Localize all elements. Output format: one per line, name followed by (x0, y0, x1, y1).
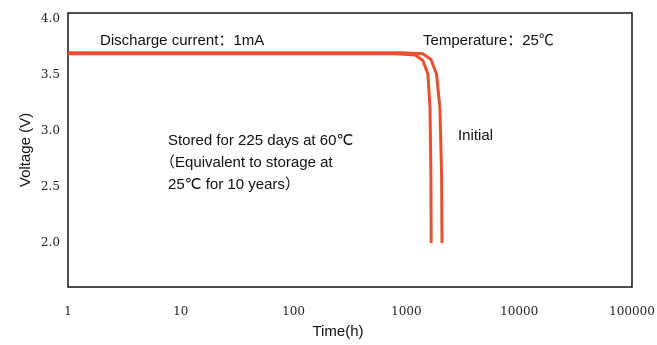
x-tick-label-4: 10000 (500, 304, 538, 318)
annotation-initial: Initial (458, 127, 493, 144)
x-tick-label-2: 100 (282, 304, 305, 318)
annotation-stored-line3: 25℃ for 10 years） (168, 176, 300, 193)
tick-labels: 1 10 100 1000 10000 100000 4.0 3.5 3.0 2.5 2.0 (41, 11, 655, 318)
x-axis-label: Time(h) (312, 323, 363, 340)
y-axis-label: Voltage (V) (17, 113, 34, 187)
y-tick-label-4: 2.0 (41, 235, 60, 249)
x-tick-label-1: 10 (173, 304, 188, 318)
annotation-stored-line2: （Equivalent to storage at (160, 154, 333, 171)
series-line-1 (68, 51, 444, 244)
series-group (68, 51, 444, 244)
annotation-temperature: Temperature：25℃ (423, 32, 554, 49)
x-tick-label-5: 100000 (609, 304, 655, 318)
y-tick-label-0: 4.0 (41, 11, 60, 25)
y-tick-label-1: 3.5 (41, 67, 60, 81)
y-tick-label-2: 3.0 (41, 123, 60, 137)
x-tick-label-0: 1 (64, 304, 72, 318)
annotation-stored-line1: Stored for 225 days at 60℃ (168, 132, 353, 149)
x-tick-label-3: 1000 (391, 304, 422, 318)
plot-frame (67, 12, 633, 288)
y-tick-label-3: 2.5 (41, 179, 60, 193)
annotation-discharge-current: Discharge current：1mA (100, 32, 264, 49)
